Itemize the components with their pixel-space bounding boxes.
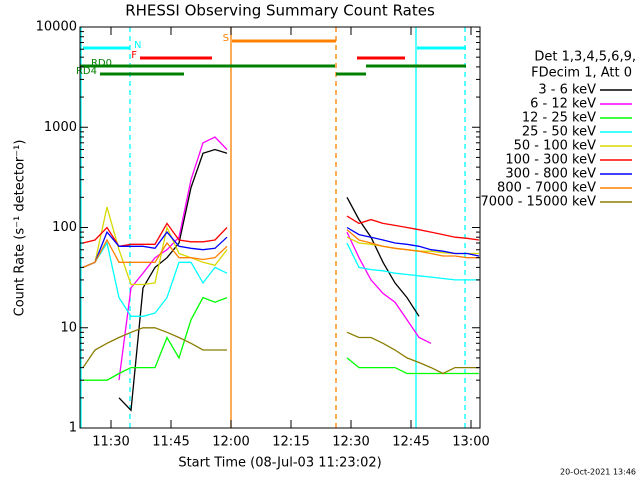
series-line [82, 327, 479, 375]
x-tick-label: 11:45 [152, 435, 189, 450]
y-axis-label: Count Rate (s⁻¹ detector⁻¹) [13, 140, 28, 317]
x-tick-label: 12:30 [332, 435, 369, 450]
series-line [82, 215, 480, 248]
flag-label: S [223, 33, 229, 44]
x-tick-label: 12:45 [392, 435, 429, 450]
series-line [82, 226, 480, 268]
series-line [82, 229, 479, 268]
flag-label: N [134, 40, 141, 51]
y-tick-label: 10 [60, 320, 77, 335]
series-line [82, 241, 479, 317]
legend-label: 300 - 800 keV [505, 167, 596, 182]
flag-label: F [131, 50, 137, 61]
x-tick-label: 12:15 [272, 435, 309, 450]
series-line [83, 296, 479, 381]
legend-label: 12 - 25 keV [522, 111, 596, 126]
legend-label: 7000 - 15000 keV [481, 195, 597, 210]
legend-title: Det 1,3,4,5,6,9, [534, 50, 636, 65]
legend-label: 800 - 7000 keV [497, 181, 596, 196]
y-tick-label: 1000 [44, 120, 77, 135]
x-tick-label: 11:30 [92, 435, 129, 450]
x-tick-label: 12:00 [212, 435, 249, 450]
x-tick-label: 13:00 [452, 435, 489, 450]
y-tick-label: 1 [69, 421, 77, 436]
legend-label: 50 - 100 keV [514, 139, 597, 154]
y-tick-label: 100 [52, 220, 77, 235]
chart-title: RHESSI Observing Summary Count Rates [125, 2, 435, 20]
flag-label: RD4 [76, 66, 97, 77]
legend-label: 25 - 50 keV [522, 125, 596, 140]
footer: 20-Oct-2021 13:46 [560, 468, 636, 477]
legend-label: 3 - 6 keV [538, 83, 596, 98]
legend-label: 100 - 300 keV [505, 153, 596, 168]
series-line [118, 136, 432, 381]
legend-label: 6 - 12 keV [530, 97, 596, 112]
y-tick-label: 10000 [36, 20, 77, 35]
x-axis-label: Start Time (08-Jul-03 11:23:02) [178, 456, 381, 471]
legend-title: FDecim 1, Att 0 [531, 66, 632, 81]
flag-label: RD0 [91, 58, 112, 69]
